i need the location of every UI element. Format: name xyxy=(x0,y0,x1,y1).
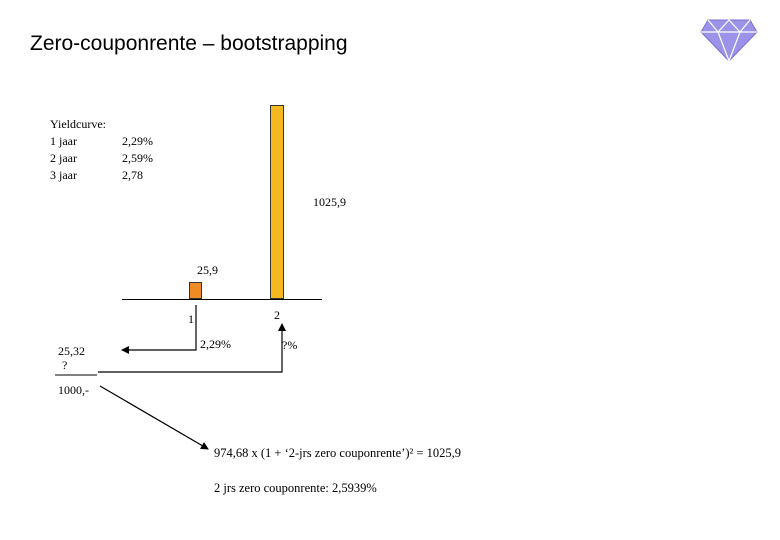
price-to-equation-arrow xyxy=(99,385,209,450)
time-label-year-1: 1 xyxy=(188,312,194,326)
cashflow-value-year-2: 1025,9 xyxy=(313,195,346,209)
discount-arrow-year-1 xyxy=(121,305,197,354)
diamond-logo-icon xyxy=(700,19,758,62)
yieldcurve-term-2: 2 jaar xyxy=(50,151,77,165)
present-value-year-1: 25,32 xyxy=(58,344,85,358)
bond-price: 1000,- xyxy=(58,383,89,397)
yieldcurve-rate-2: 2,59% xyxy=(122,151,153,165)
cashflow-bar-year-2 xyxy=(270,105,284,299)
cashflow-value-year-1: 25,9 xyxy=(197,263,218,277)
discount-rate-year-2: ?% xyxy=(282,338,298,352)
discount-arrow-year-2 xyxy=(98,323,286,373)
present-value-unknown: ? xyxy=(62,358,68,372)
cashflow-bar-year-1 xyxy=(189,282,202,299)
time-axis xyxy=(122,299,322,300)
yieldcurve-term-1: 1 jaar xyxy=(50,134,77,148)
yieldcurve-rate-3: 2,78 xyxy=(122,168,143,182)
time-label-year-2: 2 xyxy=(274,308,280,322)
bootstrap-equation: 974,68 x (1 + ‘2-jrs zero couponrente’)²… xyxy=(214,446,461,460)
slide-title: Zero-couponrente – bootstrapping xyxy=(30,32,348,55)
yieldcurve-rate-1: 2,29% xyxy=(122,134,153,148)
bootstrap-result: 2 jrs zero couponrente: 2,5939% xyxy=(214,481,377,495)
yieldcurve-label: Yieldcurve: xyxy=(50,117,106,131)
yieldcurve-term-3: 3 jaar xyxy=(50,168,77,182)
discount-rate-year-1: 2,29% xyxy=(200,337,231,351)
